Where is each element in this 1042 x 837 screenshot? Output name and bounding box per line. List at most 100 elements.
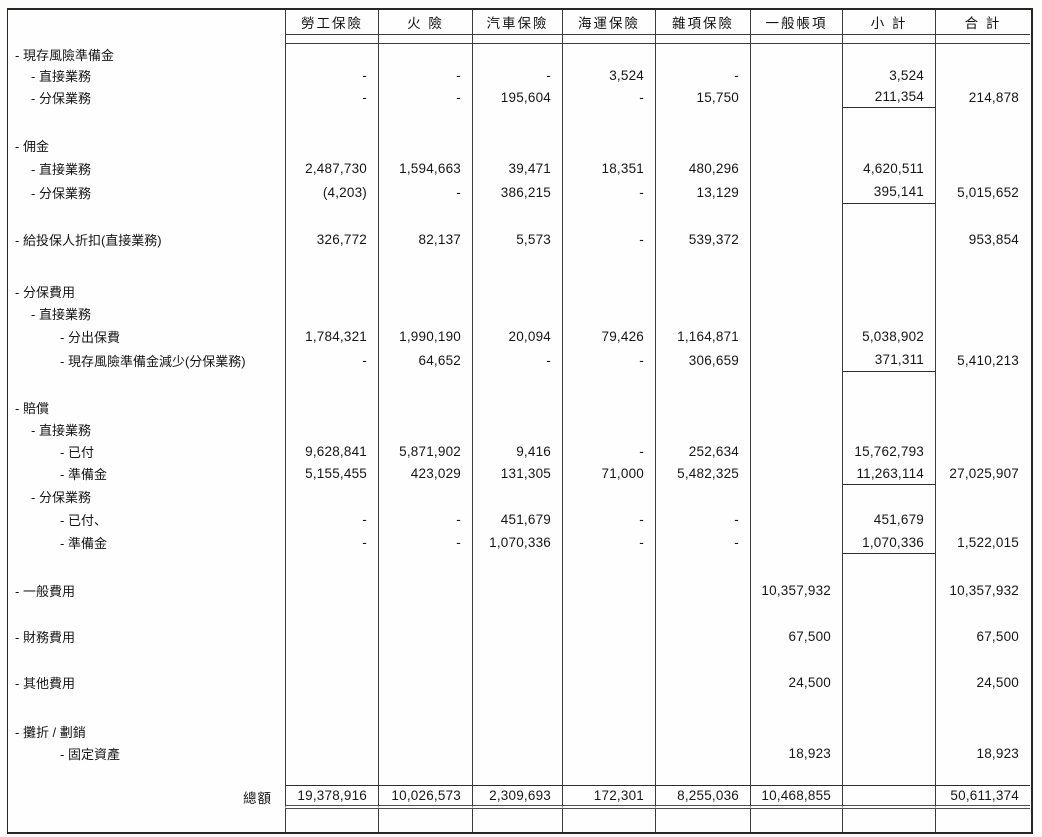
table-cell: - [378, 531, 472, 554]
table-cell: 395,141 [842, 180, 935, 204]
table-cell: - [655, 508, 750, 531]
table-cell: 1,070,336 [842, 531, 935, 554]
table-row: - 準備金 - -1,070,336- -1,070,336 1,522,015 [8, 531, 1030, 554]
table-cell: 1,522,015 [935, 531, 1030, 554]
table-cell [750, 418, 842, 440]
table-cell [655, 764, 750, 785]
table-cell [378, 624, 472, 648]
table-cell: 24,500 [750, 670, 842, 694]
table-cell [655, 372, 750, 396]
spacer-row [8, 250, 1030, 280]
table-cell: 1,784,321 [285, 324, 378, 348]
table-cell [562, 485, 655, 508]
table-cell [285, 485, 378, 508]
table-cell: - [472, 64, 562, 86]
table-cell [562, 694, 655, 720]
table-cell: 3,524 [562, 64, 655, 86]
table-cell [750, 86, 842, 108]
table-cell [935, 554, 1030, 578]
table-cell [655, 554, 750, 578]
table-cell [842, 302, 935, 324]
header-strip-cell [842, 35, 935, 44]
table-cell: 195,604 [472, 86, 562, 108]
header-strip-cell [472, 35, 562, 44]
table-cell [562, 809, 655, 832]
table-cell: 10,026,573 [378, 785, 472, 809]
table-cell [842, 134, 935, 156]
table-cell [750, 440, 842, 462]
table-cell [378, 372, 472, 396]
table-cell: 172,301 [562, 785, 655, 809]
table-cell [562, 204, 655, 228]
grand-total-label: 總額 [243, 791, 272, 806]
table-cell [472, 742, 562, 764]
table-cell: 3,524 [842, 64, 935, 86]
table-cell: - [378, 86, 472, 108]
row-label: - 其他費用 [15, 675, 75, 691]
table-cell [935, 280, 1030, 302]
table-cell [750, 485, 842, 508]
spacer-row [8, 204, 1030, 228]
table-cell [562, 108, 655, 134]
row-label: - 分保業務 [31, 185, 91, 201]
table-cell [842, 372, 935, 396]
table-cell [842, 44, 935, 64]
table-cell [935, 602, 1030, 624]
table-cell [935, 720, 1030, 742]
table-cell [285, 602, 378, 624]
table-cell [472, 720, 562, 742]
table-cell: 10,357,932 [935, 578, 1030, 602]
table-cell [750, 228, 842, 250]
table-row: - 準備金 5,155,455 423,029 131,305 71,000 5,482,… [8, 462, 1030, 485]
table-cell: 64,652 [378, 348, 472, 372]
table-cell [285, 280, 378, 302]
table-cell: 214,878 [935, 86, 1030, 108]
table-cell [842, 280, 935, 302]
table-cell [842, 694, 935, 720]
spacer-row [8, 108, 1030, 134]
table-cell [842, 578, 935, 602]
table-cell: 18,923 [750, 742, 842, 764]
table-cell [655, 485, 750, 508]
table-row: - 已付、 - -451,679- -451,679 [8, 508, 1030, 531]
table-cell: 131,305 [472, 462, 562, 485]
table-row: - 固定資產 18,923 18,923 [8, 742, 1030, 764]
row-label: - 賠償 [15, 400, 49, 416]
table-cell [935, 302, 1030, 324]
table-cell [285, 204, 378, 228]
table-cell [750, 44, 842, 64]
table-cell [935, 764, 1030, 785]
table-cell [750, 720, 842, 742]
table-cell [562, 670, 655, 694]
table-row: - 直接業務 2,487,730 1,594,663 39,471 18,351 480,… [8, 156, 1030, 180]
table-cell: - [562, 180, 655, 204]
table-cell [935, 250, 1030, 280]
table-cell: 451,679 [472, 508, 562, 531]
row-label: - 佣金 [15, 138, 49, 154]
table-cell [562, 554, 655, 578]
table-cell [472, 694, 562, 720]
table-row: - 直接業務 [8, 302, 1030, 324]
table-cell: 1,070,336 [472, 531, 562, 554]
table-cell: 15,762,793 [842, 440, 935, 462]
table-cell: 18,923 [935, 742, 1030, 764]
table-cell [935, 485, 1030, 508]
table-cell [378, 204, 472, 228]
table-cell [935, 108, 1030, 134]
table-cell [655, 204, 750, 228]
table-row: - 分保費用 [8, 280, 1030, 302]
table-cell: - [285, 508, 378, 531]
table-cell [750, 531, 842, 554]
table-cell [842, 720, 935, 742]
table-cell [842, 108, 935, 134]
table-cell: - [378, 64, 472, 86]
table-cell [285, 742, 378, 764]
table-cell [655, 624, 750, 648]
table-row: - 賠償 [8, 396, 1030, 418]
table-cell: 386,215 [472, 180, 562, 204]
spacer-label-cell [8, 648, 285, 670]
table-cell [842, 485, 935, 508]
table-cell [935, 372, 1030, 396]
table-cell [842, 742, 935, 764]
table-cell: 252,634 [655, 440, 750, 462]
